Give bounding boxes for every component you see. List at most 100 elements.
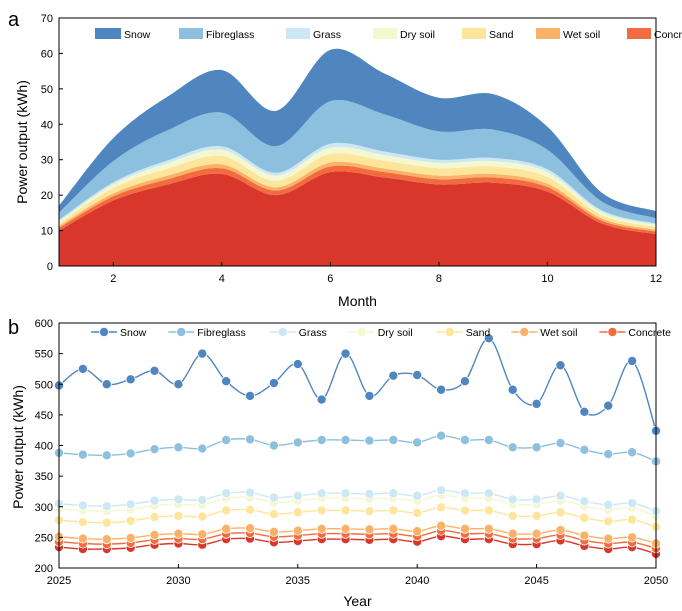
- point-grass: [149, 495, 160, 506]
- point-grass: [268, 492, 279, 503]
- point-fibreglass: [268, 440, 279, 451]
- point-snow: [101, 379, 112, 390]
- point-wet-soil: [197, 529, 208, 540]
- point-sand: [173, 510, 184, 521]
- point-fibreglass: [197, 443, 208, 454]
- y-tick-label: 300: [35, 502, 53, 514]
- point-sand: [483, 505, 494, 516]
- legend-marker-concrete: [607, 326, 618, 337]
- y-axis-label-b: Power output (kWh): [10, 385, 26, 509]
- line-tile: [58, 535, 657, 555]
- point-grass: [101, 501, 112, 512]
- point-snow: [507, 384, 518, 395]
- y-tick-label: 20: [41, 190, 53, 202]
- point-snow: [436, 384, 447, 395]
- point-grass: [292, 490, 303, 501]
- point-wet-soil: [531, 528, 542, 539]
- point-grass: [627, 498, 638, 509]
- point-grass: [412, 490, 423, 501]
- point-grass: [483, 488, 494, 499]
- point-snow: [221, 376, 232, 387]
- point-grass: [603, 499, 614, 510]
- point-sand: [579, 512, 590, 523]
- point-sand: [101, 517, 112, 528]
- x-tick-label: 2030: [166, 575, 190, 587]
- y-tick-label: 350: [35, 471, 53, 483]
- point-wet-soil: [388, 523, 399, 534]
- series-sand: [54, 502, 662, 532]
- legend-swatch-wet-soil: [536, 28, 560, 39]
- point-grass: [364, 488, 375, 499]
- legend-label-dry-soil: Dry soil: [400, 29, 435, 41]
- point-grass: [197, 495, 208, 506]
- point-fibreglass: [627, 447, 638, 458]
- y-tick-label: 50: [41, 84, 53, 96]
- point-grass: [173, 494, 184, 505]
- legend-label-sand: Sand: [489, 29, 514, 41]
- point-sand: [555, 507, 566, 518]
- point-grass: [388, 488, 399, 499]
- point-snow: [412, 370, 423, 381]
- chart-b: Snow Fibreglass Grass Dry soil Sand Wet soil C…: [10, 318, 671, 609]
- y-tick-label: 0: [47, 261, 53, 273]
- point-wet-soil: [245, 523, 256, 534]
- point-snow: [483, 333, 494, 344]
- chart-a: Snow Fibreglass Grass Dry soil Sand Wet soil C…: [14, 13, 682, 309]
- point-wet-soil: [340, 523, 351, 534]
- point-snow: [579, 406, 590, 417]
- point-snow: [340, 348, 351, 359]
- point-fibreglass: [340, 434, 351, 445]
- y-tick-label: 550: [35, 349, 53, 361]
- point-fibreglass: [316, 434, 327, 445]
- area-snow: [59, 48, 656, 219]
- point-wet-soil: [173, 528, 184, 539]
- point-grass: [555, 490, 566, 501]
- point-fibreglass: [579, 444, 590, 455]
- point-snow: [316, 394, 327, 405]
- legend-a: Snow Fibreglass Grass Dry soil Sand Wet soil C…: [95, 28, 682, 41]
- point-wet-soil: [77, 533, 88, 544]
- legend-label-grass: Grass: [313, 29, 341, 41]
- legend-marker-wet-soil: [519, 326, 530, 337]
- legend-marker-grass: [277, 326, 288, 337]
- x-tick-label: 4: [219, 273, 225, 285]
- area-sand: [59, 153, 656, 230]
- point-grass: [245, 487, 256, 498]
- legend-label-dry-soil: Dry soil: [378, 327, 413, 339]
- point-fibreglass: [603, 449, 614, 460]
- legend-label-fibreglass: Fibreglass: [197, 327, 245, 339]
- x-tick-label: 2040: [405, 575, 429, 587]
- point-wet-soil: [627, 532, 638, 543]
- point-sand: [221, 505, 232, 516]
- point-sand: [388, 505, 399, 516]
- point-fibreglass: [507, 442, 518, 453]
- point-snow: [459, 376, 470, 387]
- point-fibreglass: [292, 437, 303, 448]
- area-fibreglass: [59, 100, 656, 224]
- line-snow: [58, 337, 657, 432]
- point-wet-soil: [459, 523, 470, 534]
- point-wet-soil: [412, 526, 423, 537]
- point-snow: [531, 398, 542, 409]
- series-fibreglass: [54, 430, 662, 467]
- x-axis-a: 2 4 6 8 10 12: [110, 262, 662, 285]
- point-fibreglass: [173, 442, 184, 453]
- y-tick-label: 450: [35, 410, 53, 422]
- legend-b: Snow Fibreglass Grass Dry soil Sand Wet soil C…: [91, 326, 671, 339]
- line-series: [54, 333, 662, 559]
- point-sand: [268, 509, 279, 520]
- series-dry-soil: [54, 490, 662, 521]
- point-fibreglass: [531, 442, 542, 453]
- legend-label-fibreglass: Fibreglass: [206, 29, 254, 41]
- point-wet-soil: [149, 529, 160, 540]
- x-tick-label: 2035: [286, 575, 310, 587]
- point-sand: [412, 507, 423, 518]
- point-snow: [77, 363, 88, 374]
- y-axis-a: 0 10 20 30 40 50 60 70: [41, 13, 63, 273]
- panel-a-letter: a: [8, 9, 20, 31]
- point-snow: [627, 355, 638, 366]
- point-grass: [436, 485, 447, 496]
- point-snow: [268, 378, 279, 389]
- point-sand: [125, 515, 136, 526]
